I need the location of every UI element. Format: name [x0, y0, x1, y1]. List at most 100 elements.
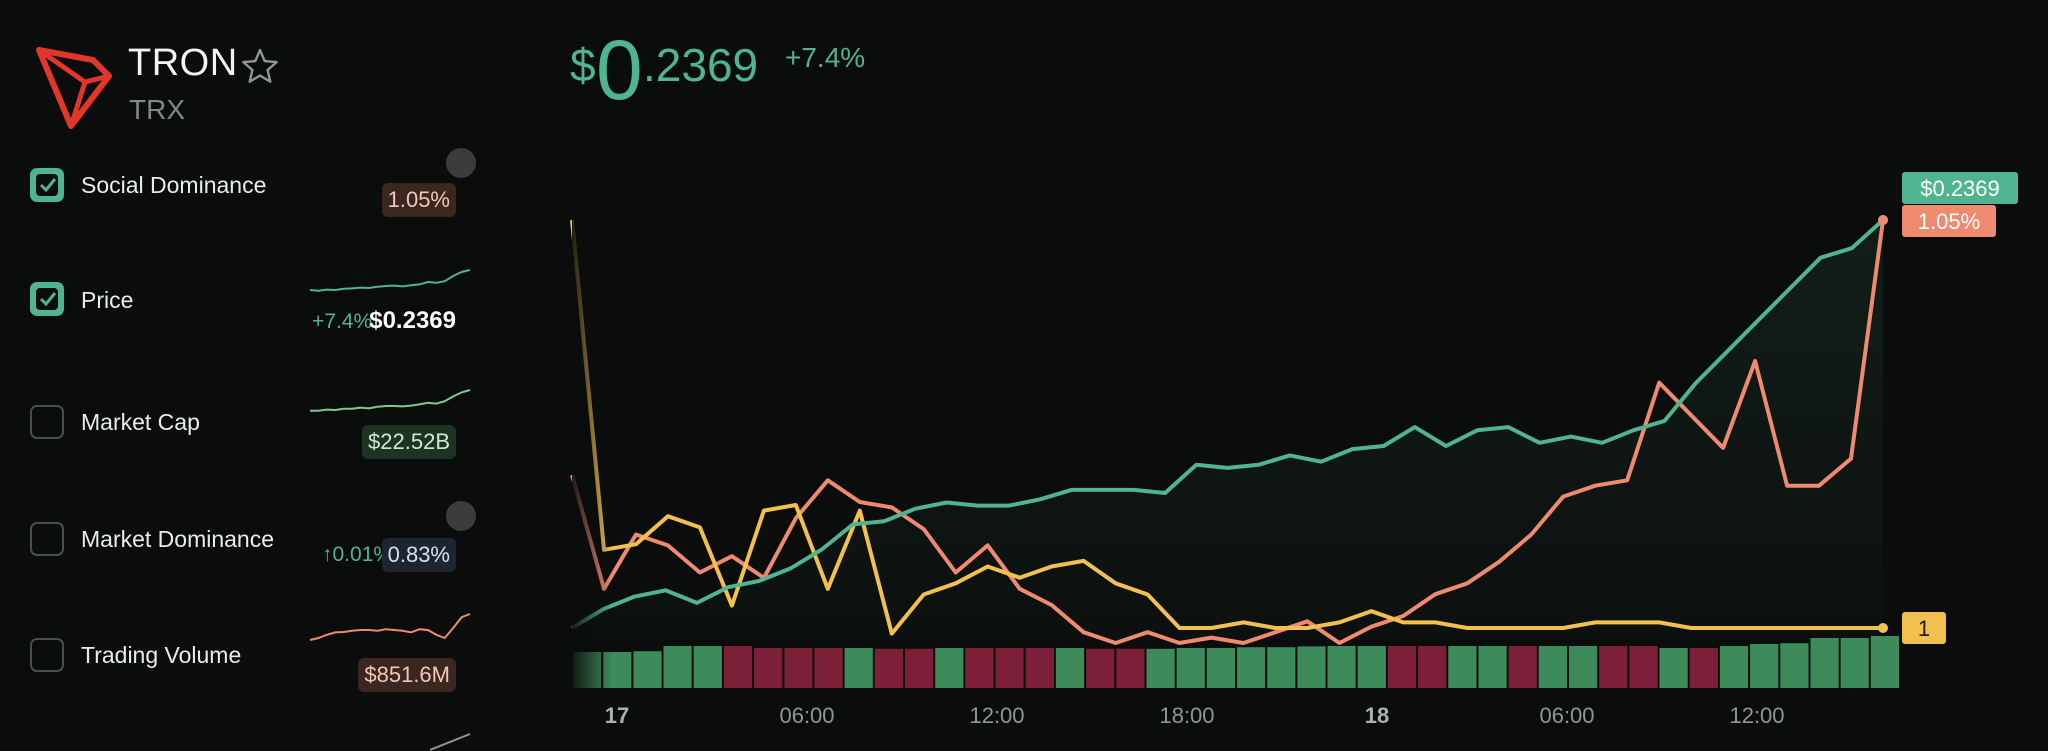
volume-bar	[1176, 648, 1205, 688]
social-end-dot	[1878, 215, 1888, 225]
metric-value: $0.2369	[369, 307, 456, 334]
volume-bar	[1357, 646, 1386, 688]
volume-bar	[1719, 646, 1749, 688]
social-tag-text: 1.05%	[1918, 209, 1980, 234]
volume-bar	[1840, 638, 1869, 688]
volume-bar	[633, 651, 662, 688]
metric-trading-volume: Trading Volume $851.6M	[0, 600, 480, 692]
metric-label: Trading Volume	[81, 642, 242, 668]
x-tick-label: 12:00	[969, 703, 1024, 728]
metric-label: Market Cap	[81, 409, 200, 435]
social-dominance-checkbox[interactable]	[30, 168, 64, 202]
social-dominance-line	[570, 219, 1885, 645]
metric-change: ↑0.01%	[322, 543, 393, 566]
volume-bar	[1599, 646, 1628, 688]
volume-end-dot	[1878, 623, 1888, 633]
volume-tag-text: 1	[1918, 616, 1930, 641]
dot-toggle[interactable]	[446, 501, 476, 531]
volume-bar	[1237, 647, 1266, 688]
metric-price: Price +7.4% $0.2369	[0, 250, 480, 340]
next-metric-sparkline	[430, 733, 471, 751]
check-icon	[39, 178, 57, 193]
social-tag: 1.05%	[1902, 205, 1996, 237]
price-end-dot	[1878, 215, 1888, 225]
volume-bar	[905, 648, 934, 688]
volume-bar	[965, 648, 994, 688]
x-tick-label: 18	[1365, 703, 1389, 728]
metric-label: Social Dominance	[81, 172, 267, 198]
metric-social-dominance: Social Dominance 1.05%	[0, 140, 480, 230]
volume-bar	[1448, 646, 1477, 688]
volume-bar	[1206, 648, 1235, 688]
sparkline-path	[310, 389, 471, 412]
price-line	[570, 218, 1885, 630]
volume-bar	[1146, 648, 1175, 688]
price-integer: 0	[596, 23, 643, 117]
volume-bar	[874, 648, 903, 688]
volume-bar	[1086, 648, 1115, 688]
market-cap-checkbox[interactable]	[30, 405, 64, 439]
market-dominance-checkbox[interactable]	[30, 522, 64, 556]
volume-bar	[693, 646, 722, 688]
volume-bar	[844, 648, 873, 688]
volume-bar	[1116, 648, 1145, 688]
volume-bar	[784, 648, 813, 688]
metric-value: $22.52B	[362, 425, 456, 459]
price-change: +7.4%	[785, 42, 866, 73]
trading-volume-checkbox[interactable]	[30, 638, 64, 672]
volume-bar	[1418, 646, 1447, 688]
x-tick-label: 17	[605, 703, 629, 728]
metric-change: +7.4%	[312, 310, 373, 333]
sidebar: TRON TRX Social Dominance 1.05% Price +7…	[0, 0, 500, 751]
metric-value: 0.83%	[381, 538, 456, 572]
trading-volume-line	[570, 219, 1883, 636]
x-tick-label: 18:00	[1159, 703, 1214, 728]
volume-bar	[1538, 646, 1567, 688]
volume-bar	[935, 648, 964, 688]
check-icon	[39, 292, 57, 307]
metric-value: $851.6M	[358, 658, 456, 692]
price-checkbox[interactable]	[30, 282, 64, 316]
metric-label: Market Dominance	[81, 526, 275, 552]
x-tick-label: 06:00	[779, 703, 834, 728]
volume-bar	[603, 652, 632, 688]
volume-bar	[723, 646, 753, 688]
volume-bar	[663, 646, 692, 688]
metric-label: Price	[81, 287, 134, 313]
market-cap-sparkline	[310, 389, 471, 412]
volume-tag: 1	[1902, 612, 1946, 644]
volume-bar	[1780, 643, 1809, 688]
volume-bar	[1810, 638, 1839, 688]
price-tag-text: $0.2369	[1920, 176, 2000, 201]
volume-bar	[1508, 646, 1537, 688]
sparkline-path	[309, 269, 471, 292]
volume-bar	[1870, 636, 1899, 688]
volume-bar	[1327, 646, 1356, 688]
coin-name: TRON	[128, 42, 238, 84]
volume-bar	[995, 648, 1024, 688]
volume-bar	[1750, 644, 1779, 688]
volume-bar	[1025, 648, 1054, 688]
trading-volume-sparkline	[309, 613, 471, 641]
price-area-fill	[572, 220, 1883, 640]
volume-bar	[1267, 647, 1296, 688]
volume-bar	[1689, 648, 1718, 688]
sparkline-path	[309, 613, 471, 641]
price-decimal: .2369	[643, 39, 759, 91]
metric-market-dominance: Market Dominance ↑0.01% 0.83%	[0, 495, 480, 585]
volume-bar	[1659, 648, 1688, 688]
volume-bar	[814, 648, 843, 688]
volume-bar	[1569, 646, 1598, 688]
volume-bar	[1055, 648, 1085, 688]
star-icon[interactable]	[240, 46, 280, 86]
price-sparkline	[309, 269, 471, 292]
volume-bar	[1629, 646, 1658, 688]
volume-bar	[573, 652, 602, 688]
tron-logo	[36, 47, 112, 129]
x-tick-label: 12:00	[1729, 703, 1784, 728]
volume-bar	[1297, 646, 1326, 688]
coin-ticker: TRX	[129, 94, 185, 125]
dot-toggle[interactable]	[446, 148, 476, 178]
volume-bar	[1478, 646, 1507, 688]
metric-market-cap: Market Cap $22.52B	[0, 370, 480, 460]
